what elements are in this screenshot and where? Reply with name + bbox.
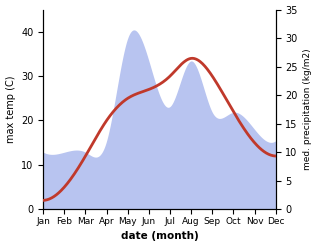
Y-axis label: max temp (C): max temp (C) [5,76,16,143]
Y-axis label: med. precipitation (kg/m2): med. precipitation (kg/m2) [303,49,313,170]
X-axis label: date (month): date (month) [121,231,198,242]
